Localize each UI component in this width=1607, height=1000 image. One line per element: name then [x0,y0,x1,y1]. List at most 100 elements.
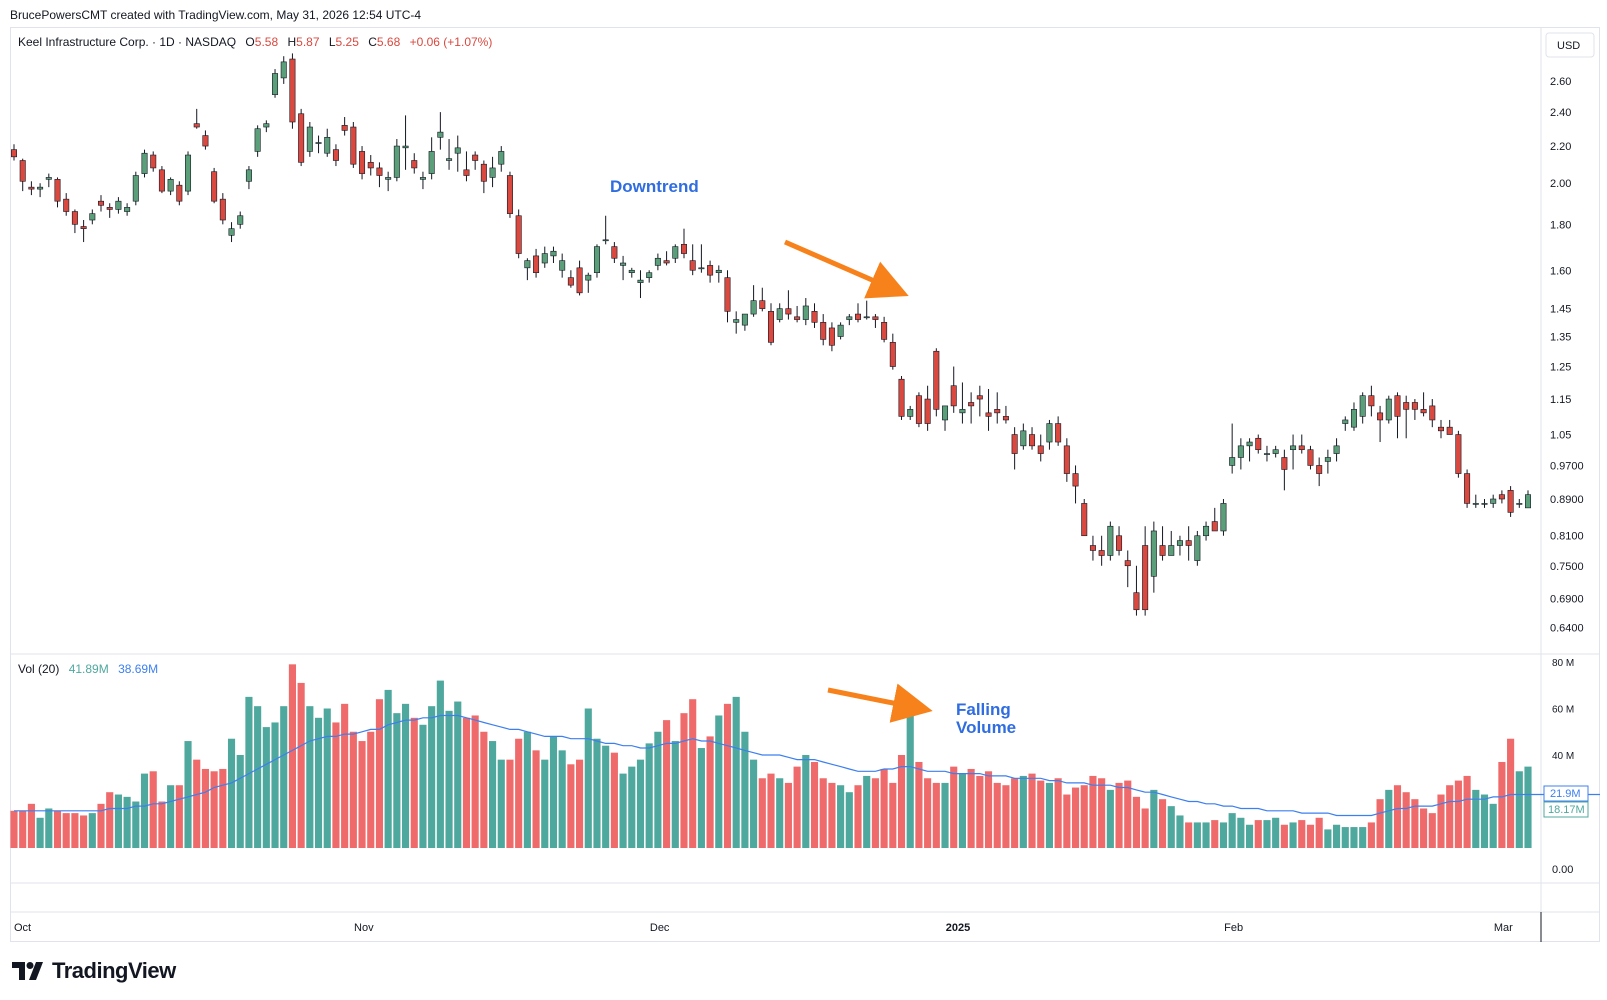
candle [1046,419,1053,450]
candle-body [1316,465,1323,474]
candle [828,322,835,352]
candle [628,267,635,278]
candle [1307,445,1314,470]
candle [759,287,766,312]
volume-bar [97,803,105,848]
volume-bar [1158,799,1167,848]
volume-bar [645,743,653,848]
candle [1385,395,1392,424]
candle [550,246,557,264]
candle [776,303,783,323]
candle [1281,449,1288,491]
candle [324,128,331,157]
candle-body [1237,445,1244,458]
volume-bar [488,741,497,848]
symbol-legend[interactable]: Keel Infrastructure Corp. · 1D · NASDAQ … [18,35,492,49]
close-value: 5.68 [377,35,401,49]
candle [1525,490,1531,509]
candle-body [1168,545,1175,556]
candle-body [759,300,766,309]
candle [402,115,409,170]
candle [1055,416,1062,446]
candle-body [480,163,487,182]
candle-body [185,154,192,192]
tradingview-logo[interactable]: TradingView [12,958,176,984]
volume-bar [323,708,331,848]
candle-body [228,228,235,236]
volume-bar [1098,778,1106,848]
volume-bar [288,664,297,848]
volume-bar [810,761,819,848]
candle-body [1498,494,1505,500]
high-label: H [287,35,296,49]
candle [942,405,949,431]
candle-body [193,123,200,128]
candle-body [1446,426,1453,435]
volume-bar [767,773,775,848]
time-tick-label: Oct [14,922,31,934]
candle [794,305,801,323]
candle-body [158,169,165,192]
chart-frame [10,27,1600,942]
volume-bar [1298,820,1306,848]
candle [1298,434,1305,454]
candle-body [411,160,418,169]
volume-legend[interactable]: Vol (20) 41.89M 38.69M [18,662,158,676]
volume-bar [367,731,375,848]
candle-body [1011,434,1018,454]
currency-button[interactable] [1545,32,1595,58]
volume-bar [123,796,131,848]
change-value: +0.06 (+1.07%) [410,35,493,49]
candle-body [1290,445,1297,450]
candle-body [350,126,357,165]
volume-bar [1254,820,1262,848]
candle [98,195,105,212]
candle [1220,499,1227,536]
volume-bar [1115,782,1123,848]
candle [167,177,174,196]
candle-body [1203,525,1210,537]
volume-bar [723,703,732,848]
candle [889,333,896,370]
candle-body [750,300,757,315]
candle [698,244,705,273]
volume-bar [62,813,70,848]
candle [1263,445,1270,462]
candle [419,171,426,190]
candle [1507,486,1514,517]
candle [141,149,148,178]
candle-body [402,145,409,149]
price-tick-label: 2.20 [1550,141,1571,153]
volume-bar [1132,796,1141,848]
volume-bar [1333,824,1341,848]
volume-bar [1167,806,1175,848]
candle-body [1516,503,1523,505]
candle [1403,395,1410,439]
volume-bar [584,708,592,848]
candle-body [785,308,792,315]
volume-bar [558,750,566,848]
volume-bar [132,801,140,848]
candle-body [298,113,305,163]
candle [393,139,400,182]
candle [663,251,670,266]
candle-body [620,262,627,266]
time-tick-label: Nov [354,922,374,934]
price-axis[interactable]: 2.60 2.40 2.20 2.00 1.80 1.60 1.45 1.35 1.25 1.15… [1550,76,1584,635]
candle [1516,499,1523,508]
volume-axis[interactable]: 80 M 60 M 40 M [1552,658,1574,762]
candle-body [202,135,209,147]
candle-body [98,200,105,206]
price-tick-label: 0.8100 [1550,531,1584,543]
candle [1472,494,1479,508]
candle-body [585,274,592,281]
time-axis[interactable]: OctNovDec2025FebMarAprMayJun [14,922,1607,934]
candle-body [550,250,557,257]
candle [811,303,818,328]
candle [1420,392,1427,417]
candle-body [1481,503,1488,505]
candle [115,197,122,214]
volume-bar [227,738,236,848]
candle-body [1220,503,1227,532]
